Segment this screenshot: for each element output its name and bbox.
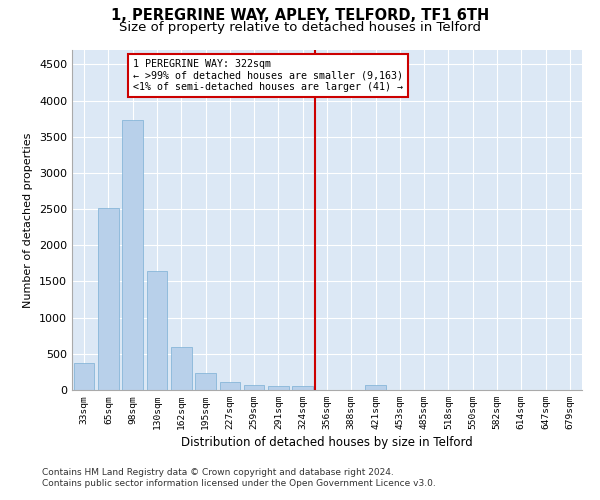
Y-axis label: Number of detached properties: Number of detached properties	[23, 132, 34, 308]
Bar	[365, 386, 386, 390]
Bar	[122, 120, 143, 390]
Bar	[74, 362, 94, 390]
X-axis label: Distribution of detached houses by size in Telford: Distribution of detached houses by size …	[181, 436, 473, 450]
Bar	[268, 386, 289, 390]
Bar	[220, 382, 240, 390]
Text: 1 PEREGRINE WAY: 322sqm
← >99% of detached houses are smaller (9,163)
<1% of sem: 1 PEREGRINE WAY: 322sqm ← >99% of detach…	[133, 58, 403, 92]
Text: Contains HM Land Registry data © Crown copyright and database right 2024.
Contai: Contains HM Land Registry data © Crown c…	[42, 468, 436, 487]
Bar	[244, 386, 265, 390]
Text: Size of property relative to detached houses in Telford: Size of property relative to detached ho…	[119, 22, 481, 35]
Bar	[98, 208, 119, 390]
Bar	[146, 272, 167, 390]
Text: 1, PEREGRINE WAY, APLEY, TELFORD, TF1 6TH: 1, PEREGRINE WAY, APLEY, TELFORD, TF1 6T…	[111, 8, 489, 22]
Bar	[195, 372, 216, 390]
Bar	[292, 386, 313, 390]
Bar	[171, 346, 191, 390]
